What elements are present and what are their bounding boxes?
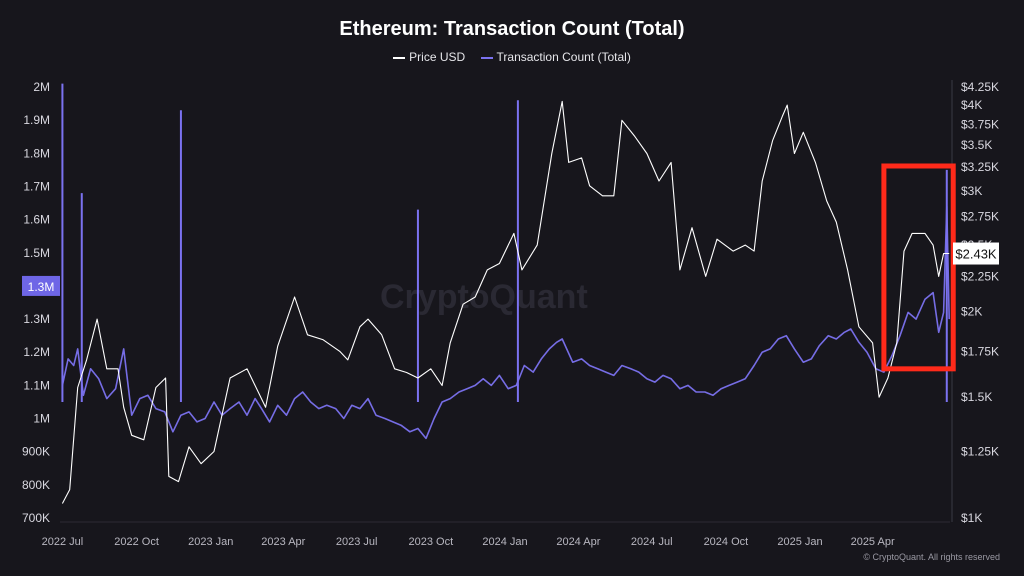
highlight-box xyxy=(881,163,956,372)
legend-swatch-price xyxy=(393,56,406,59)
y-right-tick-label: $2.75K xyxy=(961,210,999,224)
y-left-tick-label: 1.1M xyxy=(23,378,50,392)
chart-title: Ethereum: Transaction Count (Total) xyxy=(339,18,685,40)
y-left-tick-label: 800K xyxy=(22,478,50,492)
x-tick-label: 2023 Jul xyxy=(336,536,378,548)
y-left-tick-label: 1.2M xyxy=(23,345,50,359)
y-left-tick-label: 1.5M xyxy=(23,246,50,260)
y-right-tick-label: $3.75K xyxy=(961,117,999,131)
y-right-tick-label: $4.25K xyxy=(961,80,999,94)
legend-label-price: Price USD xyxy=(409,50,466,64)
watermark: CryptoQuant xyxy=(380,278,588,316)
y-left-tick-label: 2M xyxy=(33,80,50,94)
left-current-value-marker xyxy=(22,275,60,296)
x-tick-label: 2023 Jan xyxy=(188,536,233,548)
x-tick-label: 2024 Oct xyxy=(704,536,749,548)
y-left-tick-label: 1.7M xyxy=(23,179,50,193)
x-tick-label: 2024 Apr xyxy=(556,536,600,548)
y-right-tick-label: $1K xyxy=(961,511,982,525)
x-tick-label: 2024 Jul xyxy=(631,536,673,548)
x-tick-label: 2025 Jan xyxy=(777,536,822,548)
y-left-tick-label: 1.8M xyxy=(23,146,50,160)
y-right-tick-label: $3K xyxy=(961,184,982,198)
x-tick-label: 2022 Oct xyxy=(114,536,159,548)
series-line-transaction-count xyxy=(61,205,950,440)
y-left-tick-label: 700K xyxy=(22,511,50,525)
y-right-tick-label: $1.25K xyxy=(961,445,999,459)
y-right-tick-label: $3.25K xyxy=(961,160,999,174)
y-left-tick-label: 1.9M xyxy=(23,113,50,127)
legend-item-price[interactable]: Price USD xyxy=(393,50,465,64)
y-right-tick-label: $2K xyxy=(961,305,982,319)
y-right-tick-label: $3.5K xyxy=(961,138,992,152)
legend-item-txcount[interactable]: Transaction Count (Total) xyxy=(480,50,631,64)
left-current-value-label: 1.3M xyxy=(28,280,55,294)
x-tick-label: 2025 Apr xyxy=(851,536,895,548)
y-right-tick-label: $4K xyxy=(961,98,982,112)
x-tick-label: 2023 Apr xyxy=(261,536,305,548)
x-tick-label: 2024 Jan xyxy=(482,536,527,548)
series-line-price-usd xyxy=(61,100,950,504)
y-right-tick-label: $1.5K xyxy=(961,390,992,404)
right-current-value-label: $2.43K xyxy=(955,247,997,262)
chart-legend: Price USD Transaction Count (Total) xyxy=(0,50,1024,64)
copyright-notice: © CryptoQuant. All rights reserved xyxy=(863,552,1000,562)
x-tick-label: 2023 Oct xyxy=(409,536,454,548)
y-right-tick-label: $2.25K xyxy=(961,269,999,283)
y-left-tick-label: 1.6M xyxy=(23,213,50,227)
legend-label-txcount: Transaction Count (Total) xyxy=(496,50,631,64)
right-current-value-marker xyxy=(953,242,999,265)
y-left-tick-label: 1M xyxy=(33,412,50,426)
x-tick-label: 2022 Jul xyxy=(42,536,84,548)
y-left-tick-label: 900K xyxy=(22,445,50,459)
y-right-tick-label: $1.75K xyxy=(961,344,999,358)
y-left-tick-label: 1.3M xyxy=(23,312,50,326)
legend-swatch-txcount xyxy=(480,56,493,59)
